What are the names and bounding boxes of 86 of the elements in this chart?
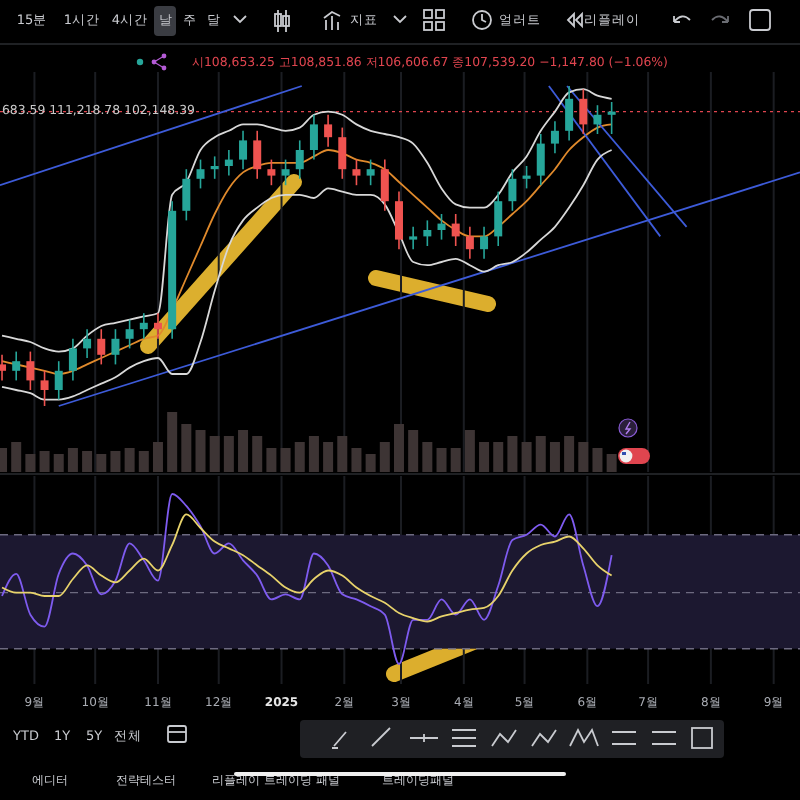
candlestick [153,312,162,340]
bar [479,442,490,472]
bar [0,448,8,472]
bar [422,442,433,472]
candlestick [125,318,134,350]
candlestick [139,312,148,340]
candlestick [68,338,77,382]
bar [294,442,305,472]
bar [323,442,334,472]
candlestick [40,370,49,407]
bar [436,448,447,472]
candlestick [0,354,7,382]
bar [564,436,575,472]
bar [521,442,532,472]
bar [464,430,475,472]
bar [152,442,163,472]
candlestick [309,114,318,161]
candlestick [579,88,588,135]
bar [39,451,50,472]
bar [507,436,518,472]
candlestick [366,158,375,186]
candlestick [324,114,333,148]
bar [67,448,78,472]
candlestick [522,165,531,190]
bar [195,430,206,472]
candlestick [224,149,233,177]
bar [408,430,419,472]
bar [96,454,107,472]
bar [535,436,546,472]
candlestick [26,350,35,391]
candlestick [593,104,602,135]
bar [124,448,135,472]
candlestick [550,120,559,154]
candlestick [380,158,389,212]
candlestick [536,133,545,186]
bar [393,424,404,472]
bar [238,430,249,472]
candlestick [494,190,503,247]
candlestick [409,226,418,250]
candlestick [253,130,262,180]
bar [493,442,504,472]
bar [308,436,319,472]
candlestick [54,360,63,401]
bar [266,448,277,472]
candlestick [12,350,21,382]
bar [549,442,560,472]
candlestick [607,101,616,135]
candlestick [508,168,517,212]
candlestick [451,213,460,247]
bar [167,412,178,472]
candlestick [352,158,361,186]
candlestick [338,126,347,180]
bar [379,442,390,472]
bar [337,436,348,472]
bar [53,454,64,472]
bar [450,448,461,472]
bar [592,448,603,472]
candlestick [295,139,304,180]
candlestick [465,226,474,260]
candlestick [281,158,290,186]
bar [351,448,362,472]
bar [181,424,192,472]
candlestick [83,328,92,359]
bar [138,451,149,472]
candlestick [97,328,106,366]
candlestick [267,158,276,186]
candlestick [423,219,432,247]
candlestick [394,190,403,250]
candlestick [210,155,219,180]
bar [25,454,36,472]
candlestick [196,158,205,190]
bar [365,454,376,472]
candlestick [565,85,574,142]
bar [110,451,121,472]
bar [223,436,234,472]
bar [280,448,291,472]
candlestick [182,168,191,222]
candlestick [480,226,489,260]
bar [252,436,263,472]
bar [82,451,93,472]
candlestick [239,130,248,170]
bar [578,442,589,472]
candlestick [111,328,120,366]
bar [11,442,22,472]
candlestick [437,213,446,241]
bar [209,436,220,472]
